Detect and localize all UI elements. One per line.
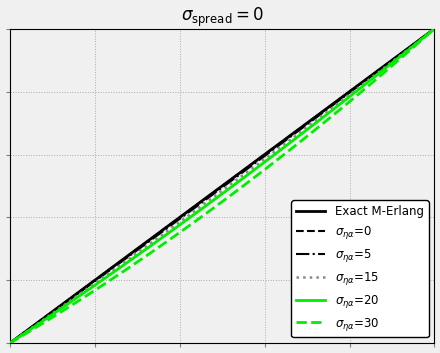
$\sigma_{\eta\alpha}$=30 <box>7 341 12 345</box>
Exact M-Erlang <box>346 90 351 95</box>
$\sigma_{\eta\alpha}$=30 <box>299 139 304 143</box>
Line: Exact M-Erlang: Exact M-Erlang <box>10 29 434 343</box>
$\sigma_{\eta\alpha}$=20 <box>338 101 344 106</box>
$\sigma_{\eta\alpha}$=15 <box>179 219 184 223</box>
$\sigma_{\eta\alpha}$=20 <box>179 222 184 226</box>
$\sigma_{\eta\alpha}$=5 <box>194 204 199 208</box>
Exact M-Erlang <box>51 309 56 313</box>
$\sigma_{\eta\alpha}$=5 <box>299 126 304 131</box>
$\sigma_{\eta\alpha}$=0 <box>299 125 304 130</box>
$\sigma_{\eta\alpha}$=20 <box>299 132 304 136</box>
$\sigma_{\eta\alpha}$=15 <box>7 341 12 345</box>
$\sigma_{\eta\alpha}$=0 <box>194 203 199 207</box>
$\sigma_{\eta\alpha}$=5 <box>432 26 437 31</box>
$\sigma_{\eta\alpha}$=5 <box>179 215 184 220</box>
Title: $\sigma_{\mathrm{spread}}=0$: $\sigma_{\mathrm{spread}}=0$ <box>181 6 264 29</box>
$\sigma_{\eta\alpha}$=5 <box>346 91 351 95</box>
$\sigma_{\eta\alpha}$=0 <box>7 341 12 345</box>
Exact M-Erlang <box>7 341 12 345</box>
$\sigma_{\eta\alpha}$=30 <box>432 26 437 31</box>
Exact M-Erlang <box>338 96 344 100</box>
$\sigma_{\eta\alpha}$=15 <box>432 26 437 31</box>
Exact M-Erlang <box>432 26 437 31</box>
$\sigma_{\eta\alpha}$=15 <box>299 129 304 133</box>
Legend: Exact M-Erlang, $\sigma_{\eta\alpha}$=0, $\sigma_{\eta\alpha}$=5, $\sigma_{\eta\: Exact M-Erlang, $\sigma_{\eta\alpha}$=0,… <box>291 201 429 337</box>
$\sigma_{\eta\alpha}$=15 <box>51 311 56 315</box>
Exact M-Erlang <box>194 203 199 207</box>
Line: $\sigma_{\eta\alpha}$=0: $\sigma_{\eta\alpha}$=0 <box>10 29 434 343</box>
$\sigma_{\eta\alpha}$=30 <box>338 107 344 111</box>
$\sigma_{\eta\alpha}$=5 <box>338 97 344 101</box>
$\sigma_{\eta\alpha}$=0 <box>346 90 351 95</box>
$\sigma_{\eta\alpha}$=0 <box>338 96 344 100</box>
$\sigma_{\eta\alpha}$=5 <box>7 341 12 345</box>
Line: $\sigma_{\eta\alpha}$=15: $\sigma_{\eta\alpha}$=15 <box>10 29 434 343</box>
Line: $\sigma_{\eta\alpha}$=5: $\sigma_{\eta\alpha}$=5 <box>10 29 434 343</box>
$\sigma_{\eta\alpha}$=15 <box>338 99 344 103</box>
$\sigma_{\eta\alpha}$=15 <box>194 207 199 211</box>
$\sigma_{\eta\alpha}$=20 <box>346 95 351 100</box>
$\sigma_{\eta\alpha}$=20 <box>7 341 12 345</box>
Exact M-Erlang <box>179 214 184 218</box>
$\sigma_{\eta\alpha}$=30 <box>194 218 199 222</box>
$\sigma_{\eta\alpha}$=30 <box>51 315 56 319</box>
$\sigma_{\eta\alpha}$=0 <box>432 26 437 31</box>
$\sigma_{\eta\alpha}$=20 <box>51 312 56 316</box>
$\sigma_{\eta\alpha}$=15 <box>346 93 351 97</box>
$\sigma_{\eta\alpha}$=20 <box>194 210 199 215</box>
Exact M-Erlang <box>299 125 304 130</box>
$\sigma_{\eta\alpha}$=0 <box>179 214 184 218</box>
$\sigma_{\eta\alpha}$=5 <box>51 310 56 314</box>
$\sigma_{\eta\alpha}$=30 <box>179 229 184 233</box>
$\sigma_{\eta\alpha}$=0 <box>51 309 56 313</box>
$\sigma_{\eta\alpha}$=20 <box>432 26 437 31</box>
$\sigma_{\eta\alpha}$=30 <box>346 100 351 104</box>
Line: $\sigma_{\eta\alpha}$=20: $\sigma_{\eta\alpha}$=20 <box>10 29 434 343</box>
Line: $\sigma_{\eta\alpha}$=30: $\sigma_{\eta\alpha}$=30 <box>10 29 434 343</box>
